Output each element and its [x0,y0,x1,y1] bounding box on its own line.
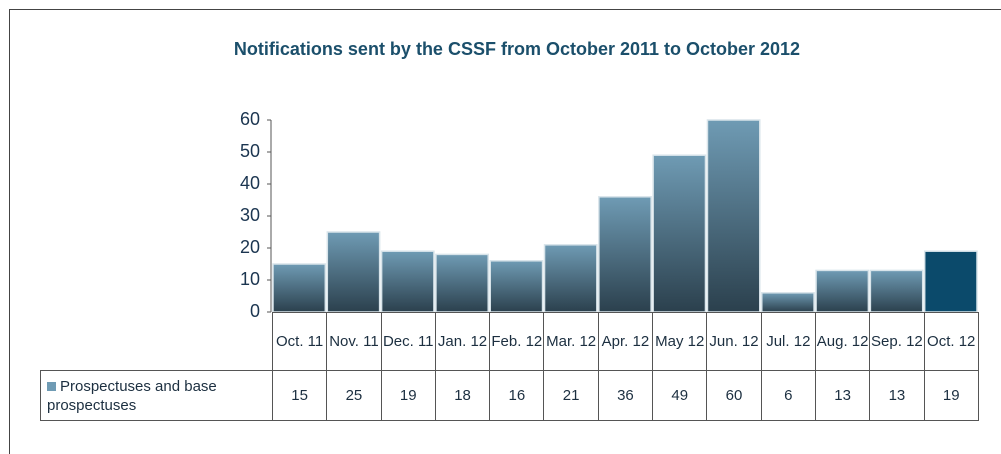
x-tick-label: Dec. 11 [380,312,436,371]
data-label: 19 [380,370,436,421]
data-label: 18 [434,370,491,421]
data-label: 60 [706,370,762,421]
data-label: 36 [597,370,654,421]
y-tick-label: 30 [240,205,260,225]
x-tick-label: Jan. 12 [434,312,491,371]
bar [272,263,327,313]
data-label: 6 [760,370,816,421]
y-tick-label: 40 [240,173,260,193]
bar [326,231,381,313]
y-tick-label: 10 [240,269,260,289]
y-tick-label: 60 [240,109,260,129]
x-tick-label: Aug. 12 [814,312,871,371]
data-label: 13 [869,370,925,421]
y-tick-label: 0 [250,301,260,321]
x-tick-label: Apr. 12 [597,312,654,371]
bar [543,244,598,313]
bar [652,154,707,313]
data-label: 13 [814,370,871,421]
x-tick-label: Jun. 12 [706,312,762,371]
bar [435,253,489,313]
y-tick-label: 20 [240,237,260,257]
legend-cell: Prospectuses and base prospectuses [40,370,273,421]
x-tick-label: May 12 [652,312,708,371]
data-table: Oct. 11 Nov. 11 Dec. 11 Jan. 12 Feb. 12 Mar. … [40,312,979,421]
x-tick-label: Feb. 12 [489,312,545,371]
chart-title: Notifications sent by the CSSF from Octo… [234,39,800,59]
data-label: 15 [271,370,328,421]
bar [761,292,815,313]
bar [489,260,544,313]
bar [923,250,978,313]
x-tick-label: Mar. 12 [543,312,599,371]
x-tick-label: Nov. 11 [326,312,382,371]
blank-cell [41,313,273,371]
category-row: Oct. 11 Nov. 11 Dec. 11 Jan. 12 Feb. 12 Mar. … [41,312,979,371]
bar [815,269,870,313]
bar [380,250,435,313]
x-tick-label: Oct. 12 [923,312,979,371]
x-tick-label: Jul. 12 [760,312,816,371]
data-label: 25 [326,370,382,421]
value-row: Prospectuses and base prospectuses 15 25 1… [40,370,979,421]
x-tick-label: Sep. 12 [869,312,925,371]
frame [9,9,1001,454]
data-label: 19 [923,370,979,421]
bar [706,119,761,313]
y-tick-label: 50 [240,141,260,161]
bar [598,196,652,313]
bar [869,269,924,313]
legend-label: Prospectuses and base prospectuses [47,377,217,414]
data-label: 16 [489,370,545,421]
legend-swatch [47,381,56,391]
data-label: 21 [543,370,599,421]
data-label: 49 [652,370,708,421]
x-tick-label: Oct. 11 [271,312,328,371]
